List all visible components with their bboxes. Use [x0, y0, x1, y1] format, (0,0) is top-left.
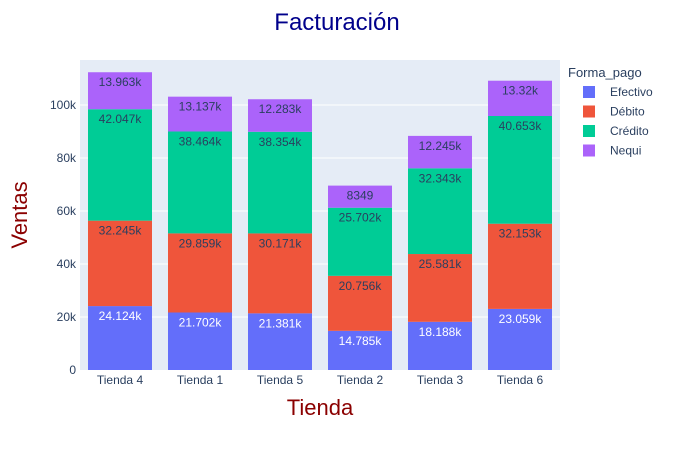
- bar-segment[interactable]: [248, 313, 312, 370]
- bar-value-label: 12.283k: [259, 102, 303, 116]
- bar-value-label: 13.963k: [99, 75, 143, 89]
- y-tick-label: 100k: [50, 98, 77, 112]
- bar-segment[interactable]: [248, 131, 312, 234]
- bar-segment[interactable]: [408, 321, 472, 370]
- bars: 24.124k 21.702k 21.381k 14.785k 18.188k 23.05…: [88, 72, 552, 370]
- x-tick-label: Tienda 4: [97, 373, 144, 387]
- bar-segment[interactable]: [408, 168, 472, 255]
- plot-area: [80, 60, 560, 370]
- bar-segment[interactable]: [488, 223, 552, 309]
- legend-swatch: [583, 125, 595, 137]
- bar-value-label: 32.245k: [99, 224, 143, 238]
- bar-segment[interactable]: [168, 233, 232, 313]
- bar-segment[interactable]: [168, 131, 232, 234]
- chart-title: Facturación: [274, 9, 399, 36]
- bar-segment[interactable]: [168, 312, 232, 370]
- y-tick-label: 80k: [57, 151, 77, 165]
- legend-label: Crédito: [610, 124, 649, 138]
- legend-item[interactable]: Efectivo: [583, 85, 653, 99]
- bar-value-label: 8349: [347, 189, 374, 203]
- bar-segment[interactable]: [408, 135, 472, 169]
- legend-swatch: [583, 144, 595, 157]
- legend-item[interactable]: Crédito: [583, 124, 649, 138]
- x-tick-label: Tienda 5: [257, 373, 304, 387]
- bar-value-label: 18.188k: [419, 325, 463, 339]
- bar-segment[interactable]: [328, 185, 392, 208]
- bar-segment[interactable]: [88, 109, 152, 221]
- bar-value-label: 29.859k: [179, 236, 223, 250]
- gridlines: [80, 104, 560, 318]
- bar-value-label: 42.047k: [99, 112, 143, 126]
- legend-title: Forma_pago: [568, 65, 642, 80]
- bar-value-label: 32.153k: [499, 227, 543, 241]
- x-axis-title: Tienda: [287, 395, 354, 420]
- legend-label: Efectivo: [610, 85, 653, 99]
- bar-value-label: 24.124k: [99, 309, 143, 323]
- bar-value-label: 14.785k: [339, 334, 383, 348]
- bar-value-label: 25.702k: [339, 211, 383, 225]
- bar-segment[interactable]: [488, 308, 552, 370]
- bar-segment[interactable]: [328, 330, 392, 370]
- x-tick-labels: Tienda 4 Tienda 1 Tienda 5 Tienda 2 Tienda 3…: [97, 373, 544, 387]
- bar-segment[interactable]: [248, 233, 312, 314]
- legend-label: Nequi: [610, 144, 641, 158]
- legend-item[interactable]: Nequi: [583, 144, 641, 158]
- bar-value-label: 30.171k: [259, 236, 303, 250]
- bar-value-label: 40.653k: [499, 119, 543, 133]
- legend-item[interactable]: Débito: [583, 105, 645, 119]
- legend-swatch: [583, 86, 595, 98]
- bar-value-label: 21.381k: [259, 316, 303, 330]
- y-tick-label: 0: [69, 363, 76, 377]
- bar-value-label: 23.059k: [499, 312, 543, 326]
- bar-segment[interactable]: [168, 96, 232, 132]
- bar-value-label: 13.32k: [502, 84, 539, 98]
- bar-segment[interactable]: [248, 99, 312, 132]
- x-tick-label: Tienda 6: [497, 373, 544, 387]
- bar-value-label: 12.245k: [419, 139, 463, 153]
- y-tick-labels: 0 20k 40k 60k 80k 100k: [50, 98, 77, 377]
- bar-segment[interactable]: [328, 275, 392, 331]
- bar-value-label: 32.343k: [419, 171, 463, 185]
- x-tick-label: Tienda 1: [177, 373, 224, 387]
- legend-label: Débito: [610, 105, 645, 119]
- bar-value-label: 20.756k: [339, 279, 383, 293]
- y-tick-label: 40k: [57, 257, 77, 271]
- legend[interactable]: Forma_pago Efectivo Débito Crédito Nequi: [568, 65, 653, 158]
- x-tick-label: Tienda 3: [417, 373, 464, 387]
- y-tick-label: 20k: [57, 310, 77, 324]
- bar-segment[interactable]: [88, 220, 152, 307]
- bar-segment[interactable]: [488, 115, 552, 224]
- bar-value-label: 21.702k: [179, 315, 223, 329]
- y-tick-label: 60k: [57, 204, 77, 218]
- x-tick-label: Tienda 2: [337, 373, 384, 387]
- bar-value-label: 38.464k: [179, 134, 223, 148]
- bar-segment[interactable]: [488, 80, 552, 116]
- bar-segment[interactable]: [88, 72, 152, 110]
- y-axis-title: Ventas: [7, 181, 32, 248]
- bar-value-label: 38.354k: [259, 135, 303, 149]
- bar-segment[interactable]: [88, 306, 152, 370]
- bar-value-label: 25.581k: [419, 257, 463, 271]
- bar-segment[interactable]: [328, 207, 392, 276]
- bar-value-label: 13.137k: [179, 100, 223, 114]
- bar-segment[interactable]: [408, 254, 472, 322]
- legend-swatch: [583, 105, 595, 118]
